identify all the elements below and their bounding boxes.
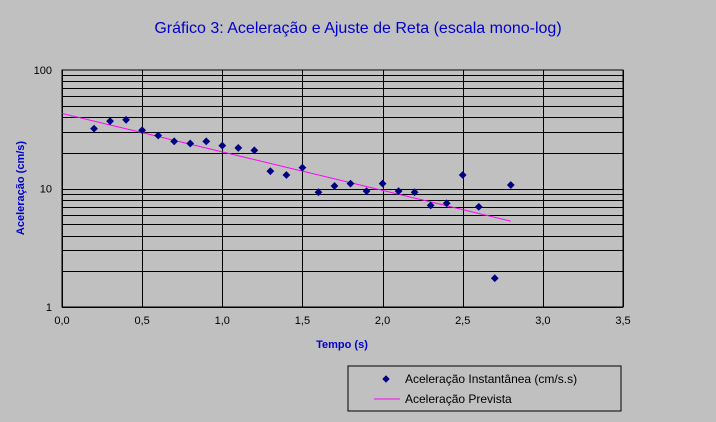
data-point bbox=[154, 131, 163, 140]
data-point bbox=[314, 188, 323, 197]
tick-labels: 0,0 0,5 1,0 1,5 2,0 2,5 3,0 3,5 1 10 100 bbox=[34, 65, 631, 327]
x-tick-label: 2,0 bbox=[375, 315, 390, 327]
legend: Aceleração Instantânea (cm/s.s) Aceleraçã… bbox=[347, 365, 622, 412]
data-point bbox=[266, 167, 275, 176]
data-point bbox=[186, 139, 195, 148]
data-point bbox=[122, 115, 131, 124]
chart-title: Gráfico 3: Aceleração e Ajuste de Reta (… bbox=[154, 20, 561, 37]
data-point bbox=[442, 199, 451, 208]
data-point bbox=[346, 179, 355, 188]
data-point bbox=[138, 126, 147, 135]
legend-marker-points bbox=[382, 375, 390, 383]
data-point bbox=[298, 163, 307, 172]
x-tick-label: 1,5 bbox=[295, 315, 310, 327]
data-point bbox=[106, 117, 114, 126]
x-tick-label: 1,0 bbox=[215, 315, 230, 327]
data-point bbox=[474, 202, 483, 211]
data-point bbox=[394, 187, 403, 196]
y-axis-label: Aceleração (cm/s) bbox=[15, 141, 27, 235]
data-point bbox=[170, 137, 179, 146]
x-tick-label: 2,5 bbox=[455, 315, 470, 327]
data-point bbox=[282, 171, 291, 179]
legend-box bbox=[347, 365, 622, 412]
data-point bbox=[218, 141, 227, 150]
x-tick-label: 0,5 bbox=[134, 315, 149, 327]
y-tick-label: 10 bbox=[40, 184, 52, 196]
x-tick-label: 3,0 bbox=[535, 315, 550, 327]
legend-label: Aceleração Prevista bbox=[405, 392, 512, 406]
legend-label: Aceleração Instantânea (cm/s.s) bbox=[405, 372, 577, 386]
series-layer bbox=[61, 112, 515, 283]
plot-area bbox=[62, 70, 623, 307]
data-point bbox=[362, 187, 371, 196]
data-point bbox=[202, 137, 211, 146]
plot-border bbox=[61, 69, 624, 308]
x-tick-label: 0,0 bbox=[54, 315, 69, 327]
data-point bbox=[90, 124, 98, 133]
data-point bbox=[490, 274, 499, 283]
data-point bbox=[378, 179, 387, 188]
data-point bbox=[250, 146, 259, 155]
data-point bbox=[426, 201, 435, 210]
y-tick-label: 100 bbox=[34, 65, 52, 77]
data-point bbox=[234, 144, 243, 152]
x-axis-label: Tempo (s) bbox=[316, 339, 368, 351]
fit-line bbox=[61, 112, 511, 222]
data-point bbox=[410, 188, 419, 197]
data-point bbox=[506, 181, 515, 189]
data-point bbox=[330, 182, 339, 190]
x-tick-label: 3,5 bbox=[615, 315, 630, 327]
data-point bbox=[458, 171, 467, 179]
y-tick-label: 1 bbox=[46, 302, 52, 314]
